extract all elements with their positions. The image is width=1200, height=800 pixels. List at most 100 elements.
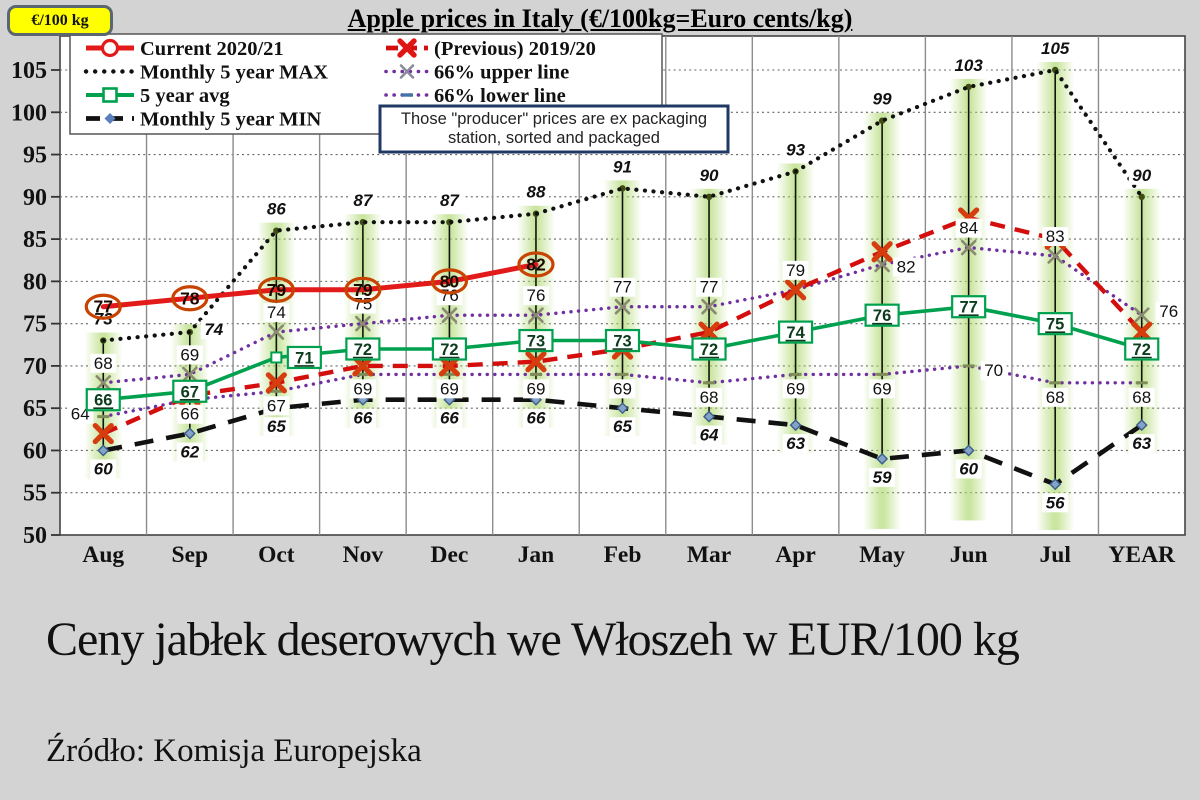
svg-text:63: 63 — [1132, 434, 1151, 453]
svg-text:65: 65 — [23, 396, 47, 422]
svg-text:Apr: Apr — [775, 542, 815, 568]
svg-text:99: 99 — [873, 90, 892, 109]
svg-text:74: 74 — [267, 303, 286, 322]
svg-text:72: 72 — [440, 341, 458, 359]
svg-text:72: 72 — [700, 341, 718, 359]
svg-text:64: 64 — [700, 426, 719, 445]
chart-title: Apple prices in Italy (€/100kg=Euro cent… — [347, 4, 853, 33]
svg-text:75: 75 — [23, 312, 47, 338]
svg-text:69: 69 — [527, 379, 546, 398]
svg-text:66: 66 — [527, 409, 546, 428]
y-axis: 50 55 60 65 70 75 80 85 90 95 100 105 — [11, 58, 60, 549]
svg-text:Those "producer" prices are ex: Those "producer" prices are ex packaging — [401, 110, 707, 128]
svg-text:73: 73 — [527, 333, 545, 351]
svg-text:75: 75 — [1046, 316, 1064, 334]
svg-text:84: 84 — [959, 219, 978, 238]
svg-text:Monthly 5 year MIN: Monthly 5 year MIN — [140, 109, 321, 131]
svg-text:Dec: Dec — [431, 542, 469, 568]
svg-text:64: 64 — [71, 405, 90, 424]
svg-text:93: 93 — [786, 140, 805, 159]
svg-text:77: 77 — [959, 299, 977, 317]
svg-text:68: 68 — [94, 354, 113, 373]
svg-text:72: 72 — [354, 341, 372, 359]
svg-text:66% upper line: 66% upper line — [434, 62, 569, 84]
svg-text:65: 65 — [267, 417, 286, 436]
svg-text:70: 70 — [23, 354, 47, 380]
svg-text:79: 79 — [786, 261, 805, 280]
svg-text:67: 67 — [267, 396, 286, 415]
svg-text:68: 68 — [700, 388, 719, 407]
svg-text:80: 80 — [440, 271, 460, 291]
svg-text:66% lower line: 66% lower line — [434, 85, 566, 107]
svg-text:55: 55 — [23, 481, 47, 507]
svg-text:77: 77 — [613, 278, 632, 297]
svg-text:86: 86 — [267, 200, 286, 219]
svg-text:Mar: Mar — [687, 542, 731, 568]
svg-text:69: 69 — [786, 379, 805, 398]
svg-text:72: 72 — [1133, 341, 1151, 359]
svg-text:66: 66 — [180, 405, 199, 424]
svg-text:71: 71 — [295, 349, 313, 367]
svg-text:60: 60 — [23, 438, 47, 464]
svg-text:82: 82 — [897, 257, 916, 276]
svg-text:91: 91 — [613, 157, 632, 176]
svg-text:56: 56 — [1046, 493, 1065, 512]
avg-label-boxes: 66 67 71 72 72 73 73 72 74 76 77 75 72 — [85, 295, 1160, 412]
svg-text:85: 85 — [23, 227, 47, 253]
caption-source: Źródło: Komisja Europejska — [46, 733, 422, 769]
svg-text:Monthly 5 year MAX: Monthly 5 year MAX — [140, 62, 328, 84]
svg-text:65: 65 — [613, 417, 632, 436]
svg-text:74: 74 — [204, 320, 223, 339]
svg-text:105: 105 — [11, 58, 47, 84]
svg-text:70: 70 — [984, 361, 1003, 380]
svg-text:76: 76 — [873, 307, 891, 325]
svg-text:Jul: Jul — [1040, 542, 1072, 568]
svg-text:68: 68 — [1132, 388, 1151, 407]
caption-title: Ceny jabłek deserowych we Włoszeh w EUR/… — [46, 613, 1020, 666]
current-point-labels: 77 78 79 79 80 82 — [84, 251, 555, 320]
svg-text:78: 78 — [180, 288, 200, 308]
svg-text:Sep: Sep — [172, 542, 209, 568]
svg-text:77: 77 — [94, 297, 113, 317]
svg-text:Aug: Aug — [82, 542, 124, 568]
svg-text:73: 73 — [613, 333, 631, 351]
svg-text:63: 63 — [786, 434, 805, 453]
svg-text:88: 88 — [527, 183, 546, 202]
svg-text:82: 82 — [526, 254, 546, 274]
svg-text:69: 69 — [873, 379, 892, 398]
svg-text:59: 59 — [873, 468, 892, 487]
svg-text:Jun: Jun — [950, 542, 988, 568]
svg-text:50: 50 — [23, 523, 47, 549]
svg-text:90: 90 — [700, 166, 719, 185]
svg-text:Feb: Feb — [604, 542, 642, 568]
svg-text:95: 95 — [23, 143, 47, 169]
svg-text:90: 90 — [23, 185, 47, 211]
point-markers — [92, 207, 1153, 491]
svg-text:87: 87 — [440, 191, 460, 210]
svg-text:100: 100 — [11, 100, 47, 126]
svg-text:60: 60 — [959, 459, 978, 478]
svg-text:60: 60 — [94, 459, 113, 478]
svg-text:66: 66 — [353, 409, 372, 428]
series-current — [100, 262, 539, 310]
unit-badge: €/100 kg — [7, 5, 113, 36]
svg-text:103: 103 — [954, 56, 983, 75]
svg-text:May: May — [859, 542, 905, 568]
svg-text:76: 76 — [1159, 302, 1178, 321]
svg-text:67: 67 — [181, 383, 199, 401]
svg-text:90: 90 — [1132, 166, 1151, 185]
svg-text:69: 69 — [353, 379, 372, 398]
svg-text:Jan: Jan — [518, 542, 555, 568]
svg-text:68: 68 — [1046, 388, 1065, 407]
note-box: Those "producer" prices are ex packaging… — [378, 104, 730, 154]
price-chart: 50 55 60 65 70 75 80 85 90 95 100 105 Aug Sep Oct Nov De… — [11, 33, 1186, 568]
svg-text:66: 66 — [440, 409, 459, 428]
svg-text:Nov: Nov — [343, 542, 384, 568]
svg-text:77: 77 — [700, 278, 719, 297]
svg-text:69: 69 — [613, 379, 632, 398]
svg-text:69: 69 — [180, 345, 199, 364]
svg-text:YEAR: YEAR — [1108, 542, 1176, 568]
svg-text:66: 66 — [94, 392, 112, 410]
svg-text:station, sorted and packaged: station, sorted and packaged — [448, 129, 660, 147]
